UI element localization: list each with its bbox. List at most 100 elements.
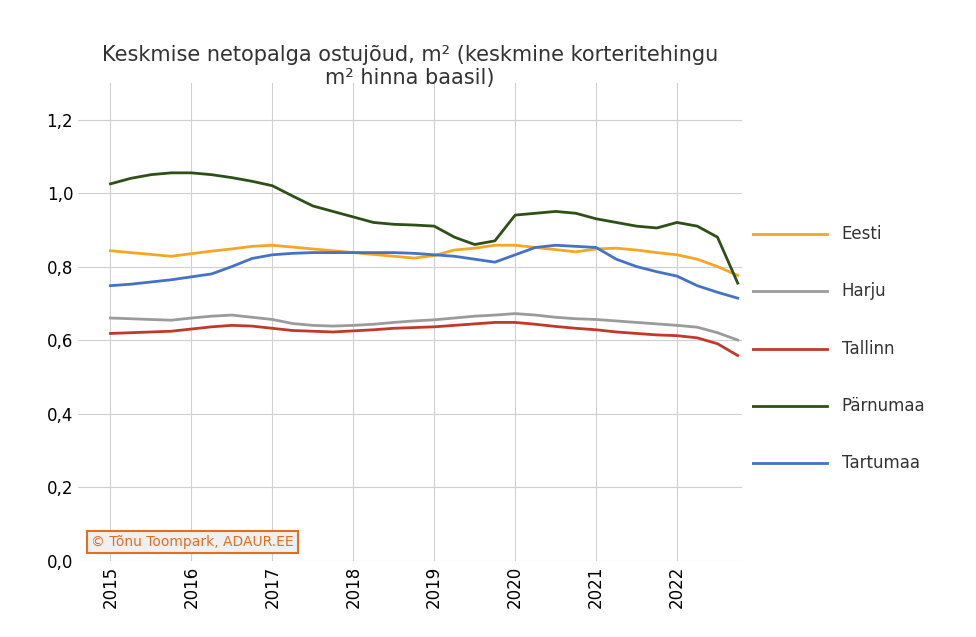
Line: Eesti: Eesti (110, 245, 738, 275)
Tallinn (732, 352, 744, 359)
Tallinn (165, 327, 177, 335)
Tartumaa (104, 282, 116, 289)
Eesti (509, 241, 521, 249)
Tartumaa (530, 243, 542, 251)
Text: Keskmise netopalga ostujõud, m² (keskmine korteritehingu
m² hinna baasil): Keskmise netopalga ostujõud, m² (keskmin… (102, 45, 718, 88)
Text: Harju: Harju (841, 282, 886, 301)
Harju (468, 312, 480, 320)
Pärnumaa (145, 171, 157, 178)
Harju (712, 329, 723, 336)
Harju (530, 311, 542, 319)
Pärnumaa (549, 208, 561, 215)
Tallinn (408, 324, 420, 331)
Tallinn (712, 340, 723, 348)
Eesti (610, 245, 622, 252)
Eesti (671, 251, 683, 259)
Eesti (165, 252, 177, 260)
Eesti (712, 262, 723, 270)
Harju (590, 316, 602, 324)
Pärnumaa (530, 210, 542, 217)
Tallinn (206, 323, 218, 331)
Pärnumaa (206, 171, 218, 178)
Eesti (570, 248, 582, 255)
Tartumaa (368, 249, 380, 257)
Eesti (104, 247, 116, 255)
Tallinn (530, 320, 542, 328)
Pärnumaa (408, 221, 420, 229)
Eesti (306, 245, 318, 253)
Text: Pärnumaa: Pärnumaa (841, 397, 925, 415)
Tartumaa (651, 268, 663, 276)
Tartumaa (468, 255, 480, 263)
Tartumaa (489, 259, 501, 266)
Tallinn (246, 322, 258, 330)
Tartumaa (206, 270, 218, 278)
Eesti (428, 252, 440, 259)
Eesti (549, 246, 561, 254)
Tallinn (125, 329, 137, 336)
Pärnumaa (387, 220, 399, 228)
Tallinn (651, 331, 663, 339)
Harju (651, 320, 663, 327)
Tallinn (691, 334, 703, 341)
Tartumaa (428, 251, 440, 259)
Tallinn (387, 324, 399, 332)
Line: Tallinn: Tallinn (110, 322, 738, 355)
Tartumaa (165, 276, 177, 283)
Harju (206, 312, 218, 320)
Tartumaa (408, 250, 420, 257)
Harju (489, 311, 501, 319)
Pärnumaa (449, 233, 461, 241)
Tallinn (185, 326, 197, 333)
Tallinn (104, 329, 116, 337)
Eesti (691, 255, 703, 263)
Pärnumaa (509, 211, 521, 219)
Tallinn (610, 328, 622, 336)
Eesti (590, 245, 602, 253)
Text: © Tõnu Toompark, ADAUR.EE: © Tõnu Toompark, ADAUR.EE (92, 535, 294, 549)
Tartumaa (610, 255, 622, 263)
Tartumaa (145, 278, 157, 286)
Tartumaa (185, 273, 197, 281)
Tartumaa (287, 250, 299, 257)
Eesti (327, 247, 339, 255)
Tartumaa (449, 252, 461, 260)
Pärnumaa (104, 180, 116, 188)
Text: Tallinn: Tallinn (841, 340, 894, 358)
Harju (428, 316, 440, 324)
Tartumaa (712, 289, 723, 296)
Tallinn (489, 318, 501, 326)
Harju (732, 336, 744, 344)
Pärnumaa (712, 233, 723, 241)
Eesti (449, 247, 461, 254)
Pärnumaa (732, 279, 744, 287)
Eesti (630, 247, 642, 254)
Pärnumaa (226, 174, 238, 182)
Eesti (489, 241, 501, 249)
Tallinn (347, 327, 359, 334)
Harju (368, 320, 380, 328)
Pärnumaa (368, 218, 380, 226)
Harju (287, 320, 299, 327)
Harju (408, 317, 420, 325)
Harju (104, 314, 116, 322)
Eesti (651, 249, 663, 257)
Tallinn (287, 327, 299, 334)
Line: Harju: Harju (110, 313, 738, 340)
Harju (630, 318, 642, 326)
Harju (449, 314, 461, 322)
Tartumaa (509, 251, 521, 259)
Eesti (732, 271, 744, 279)
Harju (226, 311, 238, 319)
Eesti (266, 241, 278, 249)
Tallinn (509, 318, 521, 326)
Tartumaa (226, 262, 238, 270)
Tartumaa (671, 272, 683, 280)
Tallinn (590, 326, 602, 334)
Tallinn (449, 322, 461, 329)
Tallinn (428, 323, 440, 331)
Tartumaa (266, 251, 278, 259)
Tartumaa (549, 241, 561, 249)
Tartumaa (327, 249, 339, 257)
Harju (387, 318, 399, 326)
